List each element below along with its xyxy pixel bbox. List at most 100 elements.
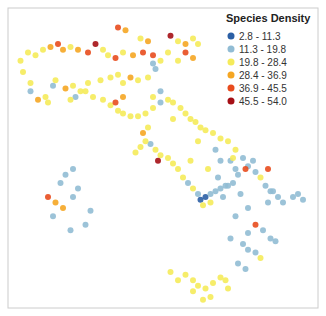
point [175,277,181,283]
point [150,52,156,58]
point [175,38,181,44]
point [53,77,59,83]
legend-label: 36.9 - 45.5 [239,83,287,94]
point [225,286,231,292]
point [70,83,76,89]
point [60,205,66,211]
point [128,113,134,119]
point [113,55,119,61]
point [165,155,171,161]
point [195,191,201,197]
point [53,199,59,205]
point [63,86,69,92]
point [200,297,206,303]
point [88,208,94,214]
point [195,283,201,289]
point [48,44,54,50]
point [18,58,24,64]
point [158,58,164,64]
point [170,116,176,122]
point [225,138,231,144]
point [43,94,49,100]
point [115,24,121,30]
point [233,213,239,219]
legend-label: 45.5 - 54.0 [239,96,287,107]
series [35,27,196,211]
point [145,74,151,80]
point [165,49,171,55]
point [295,191,301,197]
point [70,166,76,172]
point [155,158,161,164]
point [75,186,81,192]
point [130,52,136,58]
point [258,174,264,180]
legend: Species Density 2.8 - 11.3 11.3 - 19.8 19.8… [226,12,311,107]
point [150,105,156,111]
series [45,24,271,227]
point [208,199,214,205]
legend-swatch [228,59,235,66]
point [100,47,106,53]
point [120,49,126,55]
legend-swatch [228,72,235,79]
point [150,61,156,67]
point [128,74,134,80]
point [68,97,74,103]
point [253,169,259,175]
point [245,230,251,236]
point [190,36,196,42]
plot-frame [8,8,318,308]
point [133,149,139,155]
point [265,166,271,172]
point [168,33,174,39]
point [20,69,26,75]
point [243,266,249,272]
point [228,236,234,242]
point [245,205,251,211]
point [208,294,214,300]
point [180,174,186,180]
point [40,47,46,53]
point [105,52,111,58]
point [70,194,76,200]
point [260,227,266,233]
legend-label: 2.8 - 11.3 [239,31,281,42]
point [158,99,164,105]
point [170,161,176,167]
legend-label: 19.8 - 28.4 [239,57,287,68]
point [195,41,201,47]
series [28,61,307,273]
legend-title: Species Density [226,12,311,24]
legend-label: 11.3 - 19.8 [239,44,287,55]
point [275,194,281,200]
point [85,49,91,55]
point [193,119,199,125]
point [135,77,141,83]
point [28,80,34,86]
legend-entry: 19.8 - 28.4 [228,57,288,68]
point [68,227,74,233]
point [245,247,251,253]
point [33,52,39,58]
legend-swatch [228,46,235,53]
legend-swatch [228,98,235,105]
legend-label: 28.4 - 36.9 [239,70,287,81]
point [50,83,56,89]
point [153,66,159,72]
point [263,183,269,189]
point [143,138,149,144]
legend-entry: 11.3 - 19.8 [228,44,287,55]
point [183,111,189,117]
point [168,269,174,275]
point [243,166,249,172]
point [183,272,189,278]
point [93,41,99,47]
point [50,213,56,219]
point [150,94,156,100]
point [68,44,74,50]
point [25,49,31,55]
point [265,199,271,205]
point [140,49,146,55]
point [58,180,64,186]
